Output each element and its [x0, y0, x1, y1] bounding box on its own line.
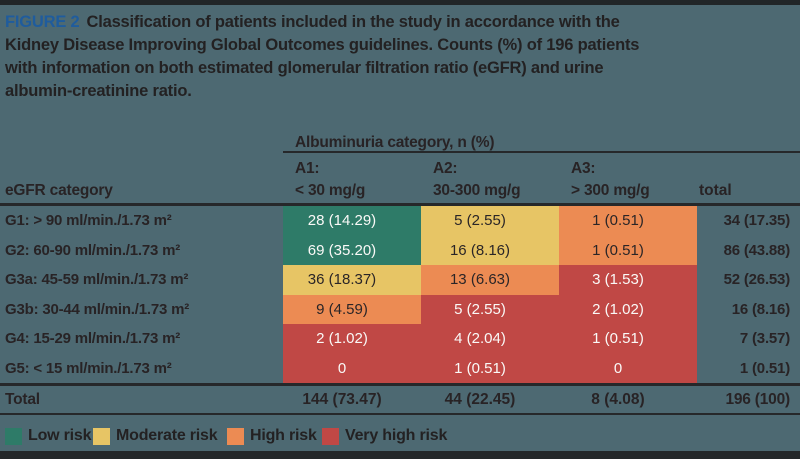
legend-swatch-moderate-risk [93, 427, 110, 445]
column-header-a3: A3: > 300 mg/g [559, 158, 697, 202]
column-a2-code: A2: [433, 160, 458, 177]
total-row-label: Total [5, 390, 40, 408]
cell-g3a-total: 52 (26.53) [723, 271, 791, 289]
total-row: Total 144 (73.47) 44 (22.45) 8 (4.08) 19… [0, 386, 800, 413]
cell-g3a-a3: 3 (1.53) [559, 265, 697, 295]
egfr-category-header: eGFR category [5, 182, 113, 199]
cell-g3a-a2: 13 (6.63) [421, 265, 559, 295]
legend-swatch-low-risk [5, 427, 22, 445]
header-bottom-rule [0, 203, 800, 206]
caption-text-1: Classification of patients included in t… [86, 13, 620, 31]
bottom-border-bar [0, 451, 800, 459]
cell-g1-a3: 1 (0.51) [559, 206, 697, 236]
cell-g1-a1: 28 (14.29) [283, 206, 421, 236]
column-a1-range: < 30 mg/g [295, 182, 366, 199]
figure-label: FIGURE 2 [5, 13, 80, 31]
total-a2: 44 (22.45) [444, 390, 516, 408]
row-label-g2: G2: 60-90 ml/min./1.73 m² [5, 241, 181, 259]
cell-g2-total: 86 (43.88) [723, 241, 791, 259]
total-a3: 8 (4.08) [591, 390, 645, 408]
cell-g1-a2: 5 (2.55) [421, 206, 559, 236]
total-grand: 196 (100) [725, 390, 790, 408]
legend-label-very-high-risk: Very high risk [345, 427, 448, 444]
total-row-bottom-rule [0, 413, 800, 415]
cell-g4-a3: 1 (0.51) [559, 324, 697, 354]
caption-line-4: albumin-creatinine ratio. [5, 82, 192, 100]
cell-g4-a2: 4 (2.04) [421, 324, 559, 354]
row-label-g5: G5: < 15 ml/min./1.73 m² [5, 359, 172, 377]
legend-item-low-risk: Low risk [5, 427, 92, 445]
cell-g2-a3: 1 (0.51) [559, 235, 697, 265]
total-a1: 144 (73.47) [302, 390, 382, 408]
column-header-a2: A2: 30-300 mg/g [421, 158, 559, 202]
column-a3-code: A3: [571, 160, 596, 177]
cell-g4-a1: 2 (1.02) [283, 324, 421, 354]
column-a3-range: > 300 mg/g [571, 182, 650, 199]
cell-g5-a2: 1 (0.51) [421, 353, 559, 383]
row-label-g4: G4: 15-29 ml/min./1.73 m² [5, 330, 181, 348]
cell-g4-total: 7 (3.57) [739, 330, 790, 348]
caption-line-3: with information on both estimated glome… [5, 59, 604, 77]
row-label-g3a: G3a: 45-59 ml/min./1.73 m² [5, 271, 189, 289]
legend-label-high-risk: High risk [250, 427, 317, 444]
row-label-g1: G1: > 90 ml/min./1.73 m² [5, 212, 172, 230]
figure-caption: FIGURE 2 Classification of patients inclu… [5, 11, 639, 103]
caption-line-1: FIGURE 2 Classification of patients inclu… [5, 11, 639, 34]
legend-label-low-risk: Low risk [28, 427, 92, 444]
cell-g3b-total: 16 (8.16) [731, 300, 790, 318]
column-a2-range: 30-300 mg/g [433, 182, 521, 199]
column-a1-code: A1: [295, 160, 320, 177]
column-header-total: total [699, 182, 732, 199]
risk-legend: Low risk Moderate risk High risk Very hi… [0, 427, 800, 445]
column-header-a1: A1: < 30 mg/g [283, 158, 421, 202]
cell-g5-a1: 0 [283, 353, 421, 383]
albuminuria-group-header: Albuminuria category, n (%) [295, 134, 495, 151]
cell-g5-total: 1 (0.51) [739, 359, 790, 377]
cell-g3b-a3: 2 (1.02) [559, 294, 697, 324]
risk-table-body: G1: > 90 ml/min./1.73 m² 28 (14.29) 5 (2… [0, 206, 800, 383]
group-header-rule [283, 151, 800, 153]
cell-g3a-a1: 36 (18.37) [283, 265, 421, 295]
legend-swatch-high-risk [227, 427, 244, 445]
cell-g3b-a2: 5 (2.55) [421, 294, 559, 324]
cell-g2-a2: 16 (8.16) [421, 235, 559, 265]
legend-swatch-very-high-risk [322, 427, 339, 445]
legend-item-very-high-risk: Very high risk [322, 427, 447, 445]
legend-label-moderate-risk: Moderate risk [116, 427, 218, 444]
caption-line-2: Kidney Disease Improving Global Outcomes… [5, 36, 640, 54]
cell-g1-total: 34 (17.35) [723, 212, 791, 230]
cell-g2-a1: 69 (35.20) [283, 235, 421, 265]
cell-g3b-a1: 9 (4.59) [283, 294, 421, 324]
legend-item-moderate-risk: Moderate risk [93, 427, 218, 445]
row-label-g3b: G3b: 30-44 ml/min./1.73 m² [5, 300, 190, 318]
legend-item-high-risk: High risk [227, 427, 317, 445]
top-border-bar [0, 0, 800, 5]
total-row-top-rule [0, 383, 800, 386]
cell-g5-a3: 0 [559, 353, 697, 383]
